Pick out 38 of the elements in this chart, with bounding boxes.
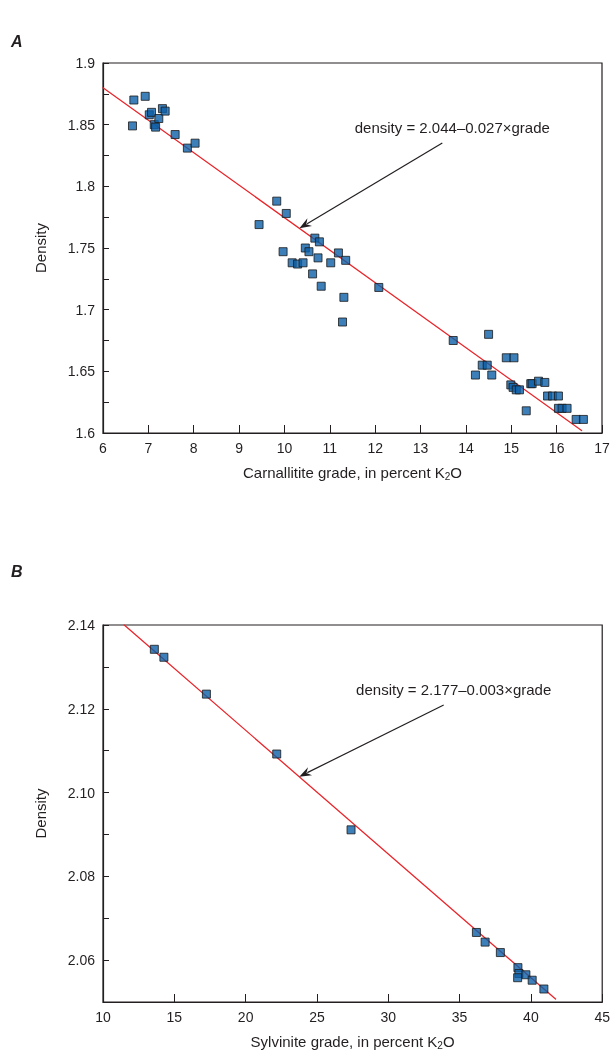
y-tick-label: 1.75 (67, 240, 96, 256)
chart-title: B (11, 562, 23, 580)
y-tick-label: 1.7 (75, 301, 96, 318)
x-tick-label: 12 (367, 440, 384, 456)
x-tick-label: 6 (99, 440, 108, 456)
y-tick-label: 2.12 (67, 700, 96, 717)
y-axis-title: Density (32, 222, 49, 274)
chart-title: A (10, 32, 23, 50)
y-tick-label: 2.10 (67, 784, 96, 801)
x-tick-label: 30 (380, 1009, 397, 1025)
y-tick-label: 1.9 (75, 55, 96, 71)
x-tick-label: 40 (523, 1009, 539, 1025)
x-tick-label: 16 (548, 440, 565, 456)
y-axis-title: Density (32, 788, 49, 839)
y-tick-label: 2.06 (67, 952, 96, 969)
x-tick-label: 45 (594, 1009, 611, 1025)
annotation: density = 2.177–0.003×grade (356, 680, 552, 698)
y-tick-label: 1.6 (75, 425, 96, 441)
x-tick-label: 35 (451, 1009, 468, 1025)
y-tick-label: 2.08 (67, 868, 96, 885)
annotation: density = 2.044–0.027×grade (354, 118, 550, 136)
x-tick-label: 20 (237, 1009, 254, 1025)
x-tick-label: 25 (309, 1009, 325, 1025)
x-tick-label: 10 (276, 440, 293, 456)
y-tick-label: 1.85 (67, 116, 96, 133)
y-tick-label: 1.65 (67, 363, 96, 380)
x-tick-label: 13 (412, 440, 429, 456)
x-tick-label: 10 (95, 1009, 111, 1025)
x-tick-label: 15 (503, 440, 520, 456)
x-tick-label: 8 (189, 440, 198, 456)
y-tick-label: 2.14 (67, 617, 96, 633)
y-tick-label: 1.8 (75, 178, 96, 195)
x-tick-label: 7 (144, 440, 153, 456)
x-tick-label: 15 (166, 1009, 183, 1025)
x-tick-label: 11 (322, 440, 338, 456)
x-tick-label: 14 (458, 440, 474, 456)
x-tick-label: 17 (594, 440, 610, 456)
x-tick-label: 9 (235, 440, 244, 456)
